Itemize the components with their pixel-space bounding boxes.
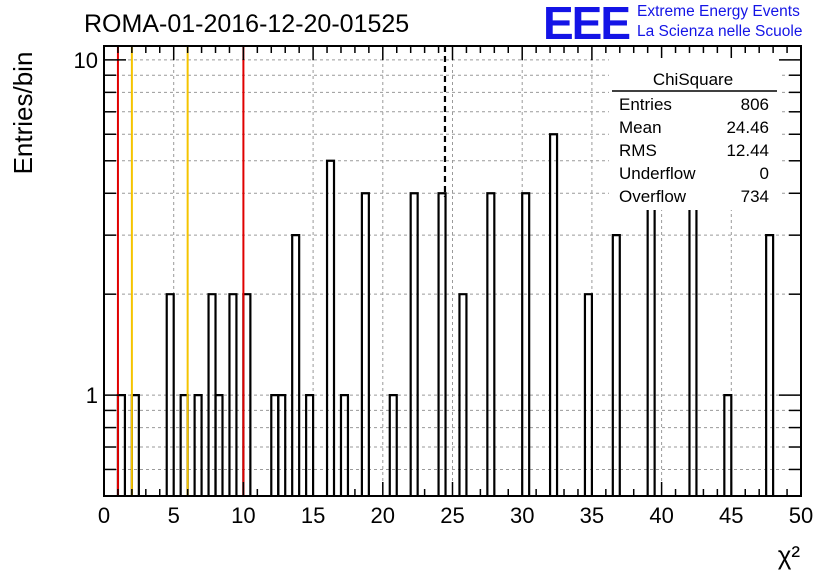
x-tick-label: 10 bbox=[231, 503, 255, 528]
y-tick-label: 1 bbox=[86, 383, 98, 408]
stats-title: ChiSquare bbox=[653, 70, 733, 89]
x-tick-label: 25 bbox=[440, 503, 464, 528]
histogram-bin bbox=[388, 393, 398, 496]
histogram-bin bbox=[765, 234, 775, 496]
histogram-bin bbox=[409, 192, 419, 496]
x-tick-label: 50 bbox=[789, 503, 813, 528]
histogram-bin bbox=[486, 192, 496, 496]
histogram-bin bbox=[521, 192, 531, 496]
histogram-bin bbox=[325, 159, 336, 496]
stats-value-entries: 806 bbox=[741, 95, 769, 114]
brand-text-line-2: La Scienza nelle Scuole bbox=[637, 23, 803, 40]
histogram-bin bbox=[437, 192, 447, 496]
histogram-bin bbox=[305, 393, 315, 496]
histogram-bin bbox=[193, 393, 203, 496]
stats-value-rms: 12.44 bbox=[726, 141, 769, 160]
stats-label-mean: Mean bbox=[619, 118, 662, 137]
histogram-bin bbox=[360, 192, 370, 496]
stats-value-mean: 24.46 bbox=[726, 118, 769, 137]
histogram-bin bbox=[339, 393, 350, 496]
stats-label-entries: Entries bbox=[619, 95, 672, 114]
x-tick-label: 45 bbox=[719, 503, 743, 528]
histogram-bin bbox=[242, 293, 252, 496]
histogram-bin bbox=[688, 159, 698, 496]
x-tick-label: 35 bbox=[580, 503, 604, 528]
y-axis-label: Entries/bin bbox=[8, 52, 38, 175]
histogram-bin bbox=[646, 192, 656, 496]
stats-box: ChiSquare Entries 806 Mean 24.46 RMS 12.… bbox=[609, 58, 779, 210]
stats-box-background bbox=[609, 58, 779, 210]
histogram-bin bbox=[165, 293, 175, 496]
eee-logo: EEE bbox=[543, 0, 631, 49]
histogram-bin bbox=[228, 293, 238, 496]
stats-label-overflow: Overflow bbox=[619, 187, 687, 206]
histogram-bin bbox=[458, 293, 468, 496]
stats-value-overflow: 734 bbox=[741, 187, 769, 206]
stats-label-rms: RMS bbox=[619, 141, 657, 160]
x-tick-label: 0 bbox=[98, 503, 110, 528]
histogram-bin bbox=[548, 133, 559, 496]
histogram-bin bbox=[277, 393, 287, 496]
x-tick-label: 40 bbox=[649, 503, 673, 528]
histogram-bin bbox=[583, 293, 593, 496]
reference-lines bbox=[116, 46, 447, 496]
chart-title: ROMA-01-2016-12-20-01525 bbox=[84, 10, 410, 38]
histogram-bin bbox=[611, 234, 621, 496]
stats-label-underflow: Underflow bbox=[619, 164, 696, 183]
x-tick-label: 20 bbox=[371, 503, 395, 528]
y-tick-label: 10 bbox=[74, 48, 98, 73]
stats-value-underflow: 0 bbox=[760, 164, 769, 183]
x-axis-label: χ² bbox=[778, 540, 801, 570]
x-tick-label: 15 bbox=[301, 503, 325, 528]
histogram-bin bbox=[291, 234, 301, 496]
x-tick-label: 30 bbox=[510, 503, 534, 528]
x-tick-label: 5 bbox=[168, 503, 180, 528]
histogram-bin bbox=[116, 393, 127, 496]
axes bbox=[103, 45, 802, 497]
brand-text-line-1: Extreme Energy Events bbox=[637, 3, 800, 20]
histogram-bin bbox=[214, 393, 224, 496]
tick-labels: 0 5 10 15 20 25 30 35 40 45 50 1 10 bbox=[74, 48, 814, 528]
histogram-bin bbox=[723, 393, 733, 496]
